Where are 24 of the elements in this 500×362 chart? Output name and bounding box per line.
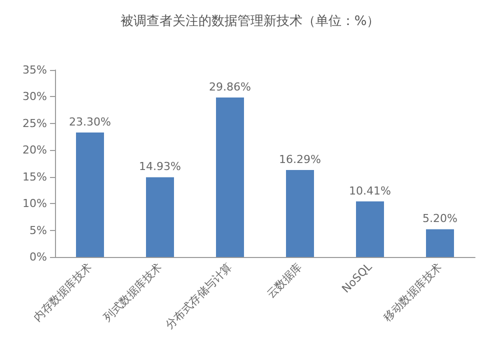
y-tick-label: 15% <box>22 170 47 184</box>
x-tick-label: 移动数据库技术 <box>380 260 445 324</box>
chart-title: 被调查者关注的数据管理新技术（单位：%） <box>120 14 380 29</box>
bar <box>356 201 384 257</box>
x-tick-label: 分布式存储与计算 <box>163 260 235 332</box>
data-label: 29.86% <box>209 80 251 94</box>
x-tick-label: 列式数据库技术 <box>100 260 165 324</box>
bar <box>286 170 314 257</box>
bar <box>216 97 244 257</box>
bar <box>146 177 174 257</box>
y-tick-label: 5% <box>30 224 47 237</box>
y-tick-label: 30% <box>22 90 47 104</box>
data-label: 14.93% <box>139 160 181 174</box>
y-tick-label: 20% <box>22 144 47 157</box>
bar <box>76 132 104 257</box>
y-tick-label: 10% <box>22 197 47 210</box>
data-label: 5.20% <box>422 212 458 226</box>
data-label: 10.41% <box>349 184 391 198</box>
data-label: 23.30% <box>69 116 111 129</box>
data-label: 16.29% <box>279 152 321 166</box>
bar <box>426 229 454 257</box>
x-tick-label: 云数据库 <box>264 260 305 301</box>
y-tick-label: 25% <box>22 116 47 130</box>
y-tick-label: 35% <box>22 64 47 76</box>
